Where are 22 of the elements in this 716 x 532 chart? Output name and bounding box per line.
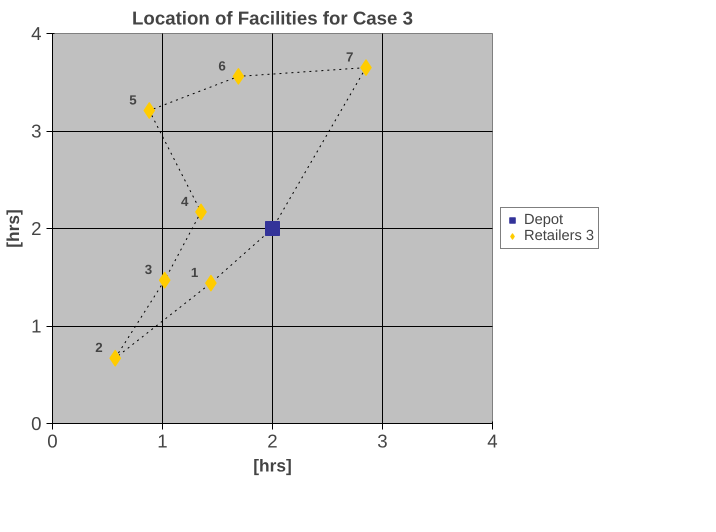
- y-tick-label: 0: [31, 413, 42, 434]
- annotation: 7: [346, 50, 354, 65]
- x-tick-label: 3: [377, 430, 388, 452]
- legend-label: Depot: [524, 212, 564, 228]
- y-tick-label: 3: [31, 120, 42, 142]
- y-axis-title: [hrs]: [3, 209, 24, 248]
- annotation: 2: [95, 340, 103, 356]
- x-tick-label: 0: [47, 430, 58, 452]
- y-tick-label: 4: [31, 23, 42, 44]
- annotation: 4: [181, 194, 189, 209]
- y-tick-label: 1: [31, 316, 42, 336]
- legend-label: Retailers 3: [524, 228, 594, 244]
- chart-title: Location of Facilities for Case 3: [132, 8, 413, 28]
- annotation: 5: [129, 92, 138, 108]
- x-tick-label: 2: [267, 430, 278, 452]
- x-tick-label: 1: [157, 430, 168, 452]
- y-tick-label: 2: [31, 218, 42, 239]
- annotation: 3: [144, 262, 152, 278]
- x-tick-label: 4: [487, 430, 498, 452]
- annotation: 6: [218, 58, 226, 74]
- annotation: 1: [190, 265, 199, 280]
- x-axis-title: [hrs]: [253, 456, 292, 476]
